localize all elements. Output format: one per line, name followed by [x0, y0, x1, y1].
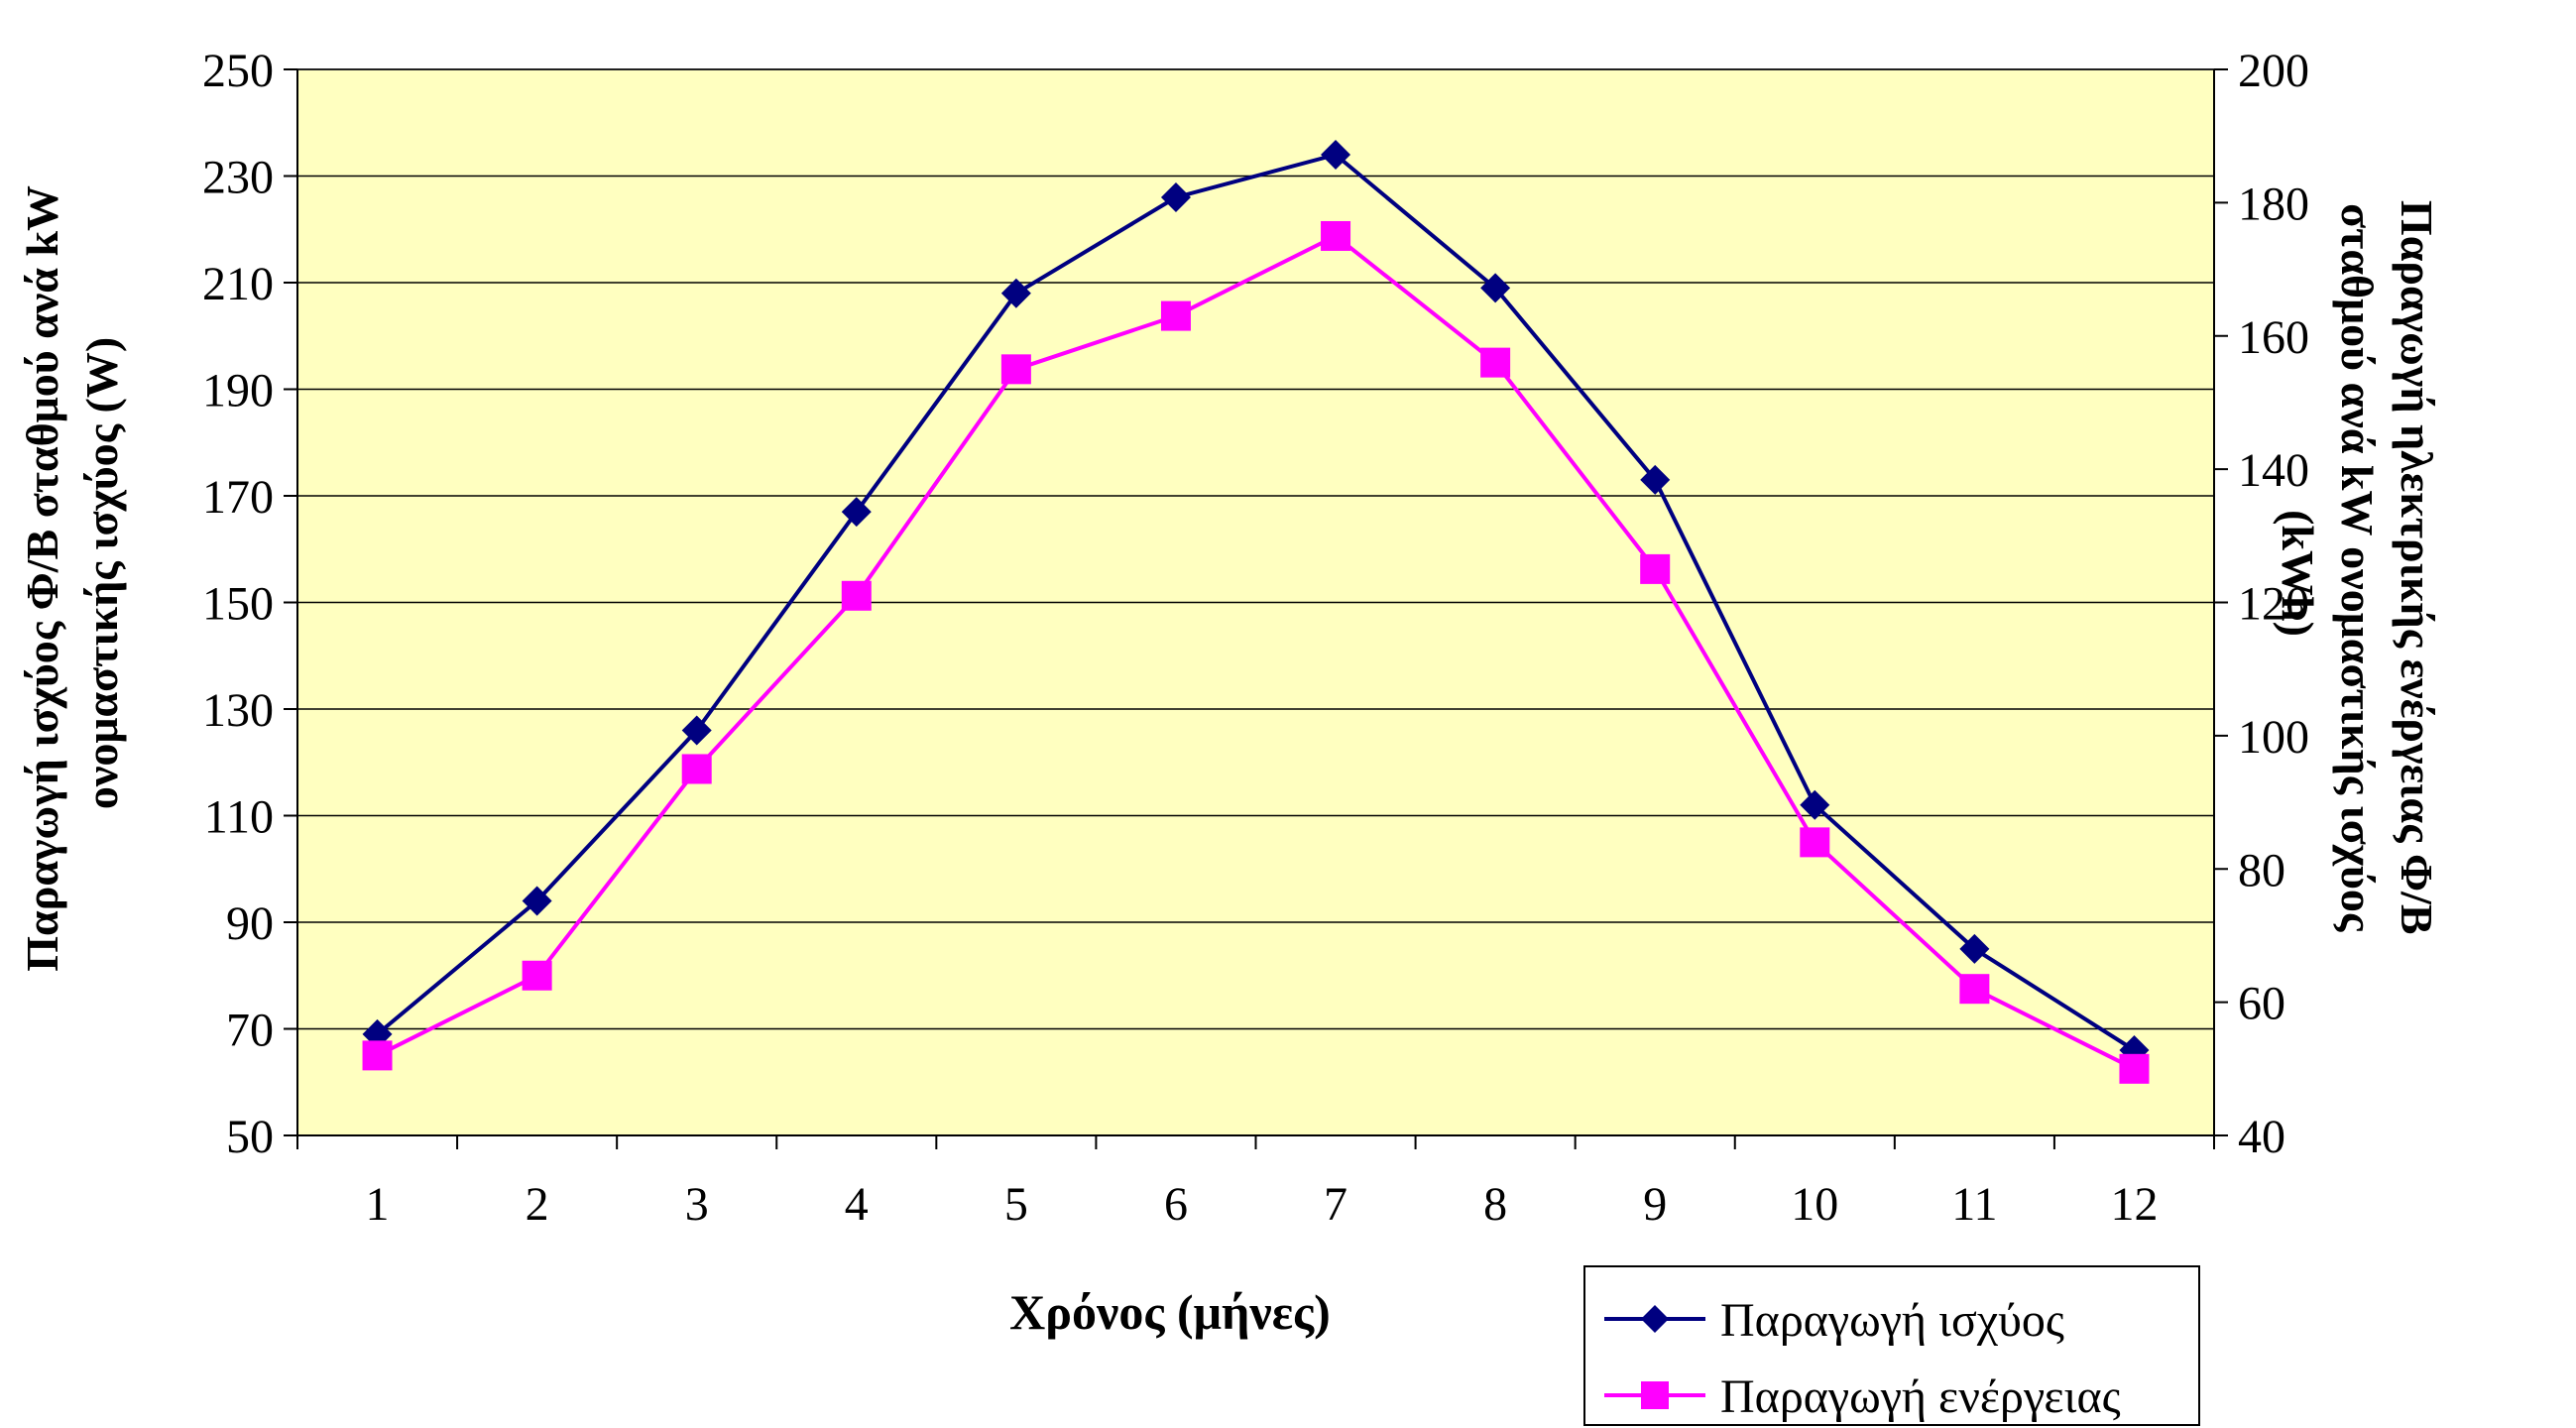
series-line-1 — [376, 153, 2136, 1052]
data-point-square — [522, 960, 552, 991]
data-point-square — [1000, 354, 1031, 385]
right-y-tick-label: 80 — [2238, 844, 2285, 896]
left-y-tick-label: 90 — [226, 897, 274, 950]
right-y-tick-label: 100 — [2238, 711, 2309, 764]
legend-item-energy: Παραγωγή ενέργειας — [1604, 1370, 2121, 1423]
series-markers — [362, 140, 2150, 1084]
legend-box — [1583, 1265, 2200, 1426]
data-point-diamond — [522, 886, 552, 916]
data-point-square — [681, 754, 712, 784]
left-y-tick-label: 210 — [202, 258, 274, 310]
x-tick-label: 6 — [1164, 1178, 1188, 1231]
left-y-tick-label: 250 — [202, 45, 274, 97]
data-point-square — [1640, 553, 1671, 584]
series-line-2 — [376, 234, 2136, 1071]
legend-item-power: Παραγωγή ισχύος — [1604, 1294, 2064, 1347]
data-point-square — [362, 1040, 393, 1071]
data-point-diamond — [1160, 182, 1191, 212]
data-point-diamond — [1640, 464, 1671, 495]
left-y-axis-label: Παραγωγή ισχύος Φ/Β σταθμού ανά kW ονομα… — [17, 175, 127, 971]
x-axis: 1 2 3 4 5 6 7 8 9 10 11 12 — [296, 1134, 2215, 1231]
left-y-tick-label: 230 — [202, 152, 274, 204]
left-y-tick-label: 50 — [226, 1111, 274, 1163]
right-y-tick-label: 120 — [2238, 578, 2309, 631]
x-tick-label: 1 — [366, 1178, 390, 1231]
legend-label-power: Παραγωγή ισχύος — [1720, 1294, 2064, 1347]
x-tick-label: 5 — [1004, 1178, 1028, 1231]
x-tick-label: 4 — [845, 1178, 869, 1231]
data-point-diamond — [841, 497, 872, 528]
right-y-axis: 40 60 80 100 120 140 160 180 200 — [2213, 45, 2309, 1163]
legend: Παραγωγή ισχύος Παραγωγή ενέργειας — [1583, 1265, 2200, 1426]
right-y-tick-label: 140 — [2238, 444, 2309, 497]
diamond-marker-icon — [1641, 1305, 1669, 1333]
right-y-tick-label: 40 — [2238, 1111, 2285, 1163]
right-y-tick-label: 180 — [2238, 178, 2309, 230]
data-point-square — [1160, 300, 1191, 331]
left-y-tick-label: 150 — [202, 578, 274, 631]
x-tick-label: 3 — [685, 1178, 709, 1231]
legend-label-energy: Παραγωγή ενέργειας — [1720, 1370, 2121, 1423]
data-point-diamond — [1800, 789, 1830, 820]
right-y-tick-label: 60 — [2238, 978, 2285, 1030]
left-y-tick-label: 190 — [202, 365, 274, 417]
data-point-square — [1321, 220, 1351, 251]
x-tick-label: 7 — [1324, 1178, 1347, 1231]
right-y-tick-label: 200 — [2238, 45, 2309, 97]
data-point-diamond — [1480, 273, 1511, 303]
data-point-diamond — [1000, 278, 1031, 308]
data-point-square — [1800, 827, 1830, 858]
left-y-tick-label: 110 — [204, 791, 274, 844]
data-point-square — [2119, 1053, 2150, 1084]
left-y-tick-label: 170 — [202, 471, 274, 524]
square-marker-icon — [1641, 1381, 1669, 1409]
left-y-axis: 50 70 90 110 130 150 170 190 210 230 250 — [202, 45, 298, 1163]
series-lines — [376, 153, 2136, 1071]
x-tick-label: 12 — [2110, 1178, 2158, 1231]
data-point-diamond — [1321, 140, 1351, 170]
x-tick-label: 2 — [526, 1178, 549, 1231]
x-tick-label: 9 — [1643, 1178, 1667, 1231]
data-point-diamond — [681, 715, 712, 746]
x-tick-label: 8 — [1483, 1178, 1507, 1231]
right-y-tick-label: 160 — [2238, 311, 2309, 364]
left-y-tick-label: 130 — [202, 684, 274, 737]
data-point-diamond — [1959, 933, 1990, 964]
data-point-square — [841, 580, 872, 611]
left-y-tick-label: 70 — [226, 1005, 274, 1057]
x-axis-label: Χρόνος (μήνες) — [1009, 1284, 1331, 1340]
data-point-square — [1480, 347, 1511, 378]
right-y-axis-label: Παραγωγή ηλεκτρικής ενέργειας Φ/Β σταθμο… — [2273, 200, 2442, 946]
x-tick-label: 10 — [1791, 1178, 1838, 1231]
x-tick-label: 11 — [1951, 1178, 1997, 1231]
data-point-square — [1959, 974, 1990, 1005]
